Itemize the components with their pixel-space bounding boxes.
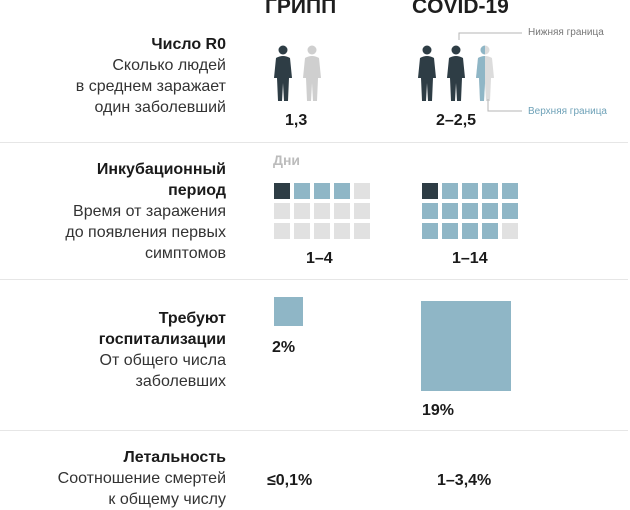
flu-day-cell [274, 183, 290, 199]
covid-person-icon-3-partial [476, 45, 494, 101]
incubation-title-line-2: период [168, 182, 226, 199]
covid-day-cell [422, 203, 438, 219]
hospitalization-title-line-2: госпитализации [98, 331, 226, 348]
covid-incubation-grid [422, 183, 518, 239]
covid-day-cell [442, 223, 458, 239]
r0-desc-line-2: в среднем заражает [75, 78, 226, 95]
section-divider-1 [0, 142, 628, 143]
hospitalization-title-line-1: Требуют [158, 310, 226, 327]
flu-incubation-grid [274, 183, 370, 239]
r0-label: Число R0 Сколько людей в среднем заражае… [76, 34, 226, 118]
covid-day-cell [462, 223, 478, 239]
mortality-covid-value: 1–3,4% [437, 472, 492, 489]
flu-day-cell [274, 223, 290, 239]
covid-day-cell [422, 183, 438, 199]
hospitalization-desc-line-2: заболевших [135, 373, 226, 390]
mortality-flu-value: ≤0,1% [267, 472, 313, 489]
covid-day-cell [482, 183, 498, 199]
flu-day-cell [294, 203, 310, 219]
covid-day-cell [462, 183, 478, 199]
flu-column-header: ГРИПП [265, 0, 337, 18]
mortality-title: Летальность [123, 449, 226, 466]
section-divider-3 [0, 430, 628, 431]
incubation-desc-line-2: до появления первых [65, 224, 226, 241]
hospitalization-covid-value: 19% [422, 402, 455, 419]
flu-day-cell [314, 223, 330, 239]
r0-bound-connectors [458, 32, 522, 112]
hospitalization-flu-value: 2% [272, 339, 296, 356]
covid-hospitalization-square [421, 301, 511, 391]
covid-day-cell [502, 203, 518, 219]
section-divider-2 [0, 279, 628, 280]
covid-day-cell [442, 183, 458, 199]
incubation-covid-value: 1–14 [452, 250, 488, 267]
covid-day-cell [502, 223, 518, 239]
flu-person-icon-2 [303, 45, 321, 101]
flu-day-cell [294, 223, 310, 239]
covid-day-cell [482, 223, 498, 239]
flu-day-cell [314, 183, 330, 199]
r0-covid-value: 2–2,5 [436, 112, 477, 129]
flu-person-icon-1 [274, 45, 292, 101]
flu-day-cell [334, 183, 350, 199]
flu-day-cell [354, 183, 370, 199]
lower-bound-label: Нижняя граница [528, 27, 604, 38]
covid-day-cell [462, 203, 478, 219]
r0-title: Число R0 [151, 36, 226, 53]
incubation-desc-line-3: симптомов [144, 245, 226, 262]
flu-day-cell [354, 223, 370, 239]
covid-person-icon-1 [418, 45, 436, 101]
mortality-label: Летальность Соотношение смертей к общему… [58, 447, 226, 510]
upper-bound-label: Верхняя граница [528, 106, 607, 117]
flu-day-cell [274, 203, 290, 219]
incubation-desc-line-1: Время от заражения [73, 203, 226, 220]
incubation-title-line-1: Инкубационный [96, 161, 226, 178]
covid-person-icon-2 [447, 45, 465, 101]
flu-day-cell [354, 203, 370, 219]
incubation-flu-value: 1–4 [306, 250, 333, 267]
covid-day-cell [442, 203, 458, 219]
hospitalization-label: Требуют госпитализации От общего числа з… [99, 308, 226, 392]
hospitalization-desc-line-1: От общего числа [99, 352, 227, 369]
r0-desc-line-3: один заболевший [94, 99, 227, 116]
flu-day-cell [334, 223, 350, 239]
days-unit-label: Дни [273, 152, 301, 168]
covid-column-header: COVID-19 [412, 0, 509, 18]
r0-flu-value: 1,3 [285, 112, 308, 129]
r0-desc-line-1: Сколько людей [112, 57, 226, 74]
mortality-desc-line-1: Соотношение смертей [57, 470, 226, 487]
covid-day-cell [502, 183, 518, 199]
flu-day-cell [314, 203, 330, 219]
flu-day-cell [294, 183, 310, 199]
covid-day-cell [482, 203, 498, 219]
covid-day-cell [422, 223, 438, 239]
mortality-desc-line-2: к общему числу [108, 491, 226, 508]
flu-day-cell [334, 203, 350, 219]
incubation-label: Инкубационный период Время от заражения … [65, 159, 226, 264]
flu-hospitalization-square [274, 297, 303, 326]
